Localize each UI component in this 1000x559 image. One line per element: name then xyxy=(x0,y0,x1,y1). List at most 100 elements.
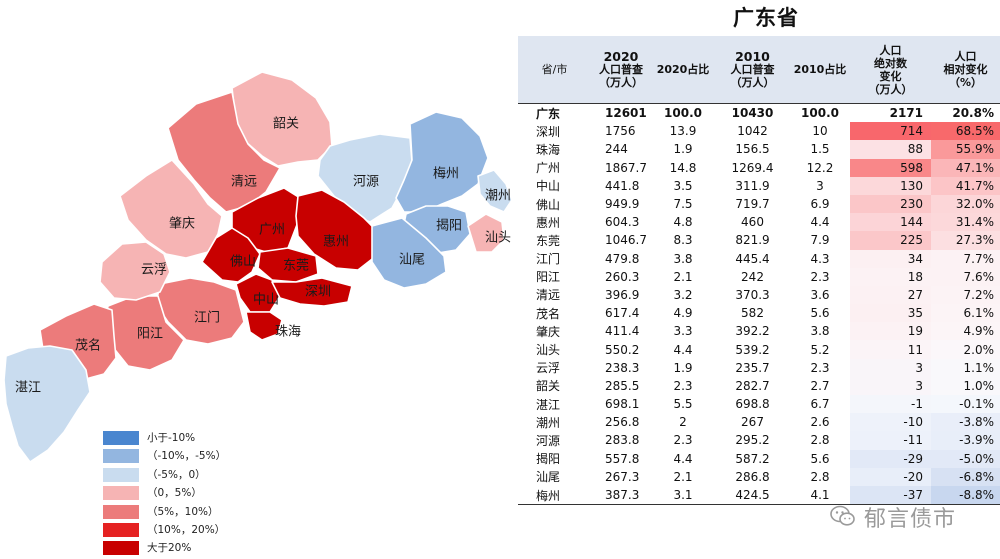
table-cell: 949.9 xyxy=(605,197,640,212)
legend-item: 大于20% xyxy=(103,540,263,558)
table-cell: 4.4 xyxy=(673,451,693,466)
region-label: 珠海 xyxy=(275,325,301,340)
region-label: 深圳 xyxy=(305,285,331,300)
table-row: 揭阳 557.8 4.4 587.2 5.6 -29 -5.0% xyxy=(518,449,1000,468)
table-row: 河源 283.8 2.3 295.2 2.8 -11 -3.9% xyxy=(518,431,1000,450)
table-row: 清远 396.9 3.2 370.3 3.6 27 7.2% xyxy=(518,285,1000,305)
table-cell: 295.2 xyxy=(735,433,770,448)
table-cell: 2.8 xyxy=(810,433,830,448)
legend-label: （0，5%） xyxy=(147,487,202,500)
region-label: 汕头 xyxy=(485,231,511,246)
region-label: 汕尾 xyxy=(399,253,425,268)
table-cell: 5.6 xyxy=(810,451,830,466)
table-cell: 392.2 xyxy=(735,324,770,339)
table-cell: 阳江 xyxy=(536,270,561,285)
table-cell: 13.9 xyxy=(669,124,697,139)
region-10 xyxy=(371,217,447,289)
table-cell: 311.9 xyxy=(735,178,770,193)
table-cell: 3.1 xyxy=(651,485,715,506)
region-label: 湛江 xyxy=(15,381,41,396)
table-cell: 441.8 xyxy=(605,178,640,193)
table-cell: 12.2 xyxy=(806,160,834,175)
legend-item: （-5%，0） xyxy=(103,467,263,485)
table-cell: 387.3 xyxy=(591,485,651,506)
table-cell: 582 xyxy=(741,306,764,321)
table-cell: 揭阳 xyxy=(536,452,561,467)
table-cell: 茂名 xyxy=(536,306,561,321)
table-row: 江门 479.8 3.8 445.4 4.3 34 7.7% xyxy=(518,249,1000,268)
region-14 xyxy=(271,277,353,307)
legend-item: （-10%，-5%） xyxy=(103,448,263,466)
table-cell: 424.5 xyxy=(715,485,790,506)
table-row: 潮州 256.8 2 267 2.6 -10 -3.8% xyxy=(518,413,1000,432)
table-cell: 235.7 xyxy=(735,360,770,375)
table-cell: 130 xyxy=(850,176,931,195)
table-cell: 27 xyxy=(850,285,931,305)
table-cell: 珠海 xyxy=(536,142,561,157)
table-cell: 1.0% xyxy=(931,376,1000,395)
region-12 xyxy=(257,247,319,283)
table-cell: 佛山 xyxy=(536,197,561,212)
watermark: 郁言债市 xyxy=(816,497,1000,537)
region-13 xyxy=(235,273,281,313)
table-cell: 31.4% xyxy=(931,213,1000,232)
table-row: 茂名 617.4 4.9 582 5.6 35 6.1% xyxy=(518,304,1000,323)
table-row: 梅州 387.3 3.1 424.5 4.1 -37 -8.8% xyxy=(518,485,1000,506)
table-cell: 1756 xyxy=(605,124,636,139)
table-cell: 云浮 xyxy=(536,361,561,376)
table-cell: 41.7% xyxy=(931,176,1000,195)
table-row: 深圳 1756 13.9 1042 10 714 68.5% xyxy=(518,122,1000,141)
legend-item: （0，5%） xyxy=(103,485,263,503)
table-row: 广东 12601 100.0 10430 100.0 2171 20.8% xyxy=(518,103,1000,123)
table-cell: 深圳 xyxy=(536,124,561,139)
table-cell: 34 xyxy=(850,249,931,268)
table-cell: 1.1% xyxy=(931,358,1000,377)
table-cell: 100.0 xyxy=(801,106,839,121)
table-cell: 潮州 xyxy=(536,415,561,430)
table-cell: 6.7 xyxy=(810,397,830,412)
table-cell: 230 xyxy=(850,194,931,214)
table-cell: 587.2 xyxy=(735,451,770,466)
table-title: 广东省 xyxy=(733,6,799,30)
table-cell: 411.4 xyxy=(605,324,640,339)
region-label: 河源 xyxy=(353,175,379,190)
table-cell: 10 xyxy=(812,124,828,139)
region-label: 云浮 xyxy=(141,263,167,278)
legend-label: （10%，20%） xyxy=(147,523,226,536)
legend-swatch xyxy=(103,431,139,445)
region-4 xyxy=(167,91,281,213)
table-cell: 2.3 xyxy=(673,378,693,393)
table-cell: 12601 xyxy=(605,106,647,121)
legend-label: （5%，10%） xyxy=(147,505,219,518)
table-row: 肇庆 411.4 3.3 392.2 3.8 19 4.9% xyxy=(518,322,1000,341)
table-cell: 肇庆 xyxy=(536,324,561,339)
region-label: 茂名 xyxy=(75,338,101,354)
table-cell: 267 xyxy=(741,415,764,430)
region-label: 江门 xyxy=(194,311,220,326)
table-cell: 2.1 xyxy=(673,469,693,484)
region-20 xyxy=(3,345,91,463)
table-cell: 100.0 xyxy=(664,106,702,121)
table-cell: 3.8 xyxy=(810,324,830,339)
table-cell: 2.0% xyxy=(931,340,1000,359)
table-cell: 260.3 xyxy=(605,269,640,284)
table-cell: 清远 xyxy=(536,288,561,303)
column-header: 人口 相对变化 （%） xyxy=(931,36,1000,104)
column-header: 2010 人口普查 （万人） xyxy=(715,36,790,104)
table-cell: 32.0% xyxy=(931,194,1000,214)
legend-item: （10%，20%） xyxy=(103,522,263,540)
table-cell: 5.5 xyxy=(673,397,693,412)
watermark-text: 郁言债市 xyxy=(864,507,957,532)
table-cell: 梅州 xyxy=(518,485,591,506)
table-row: 佛山 949.9 7.5 719.7 6.9 230 32.0% xyxy=(518,194,1000,214)
table-cell: -10 xyxy=(850,413,931,432)
table-cell: 3.5 xyxy=(673,178,693,193)
table-cell: 汕头 xyxy=(536,343,561,358)
table-cell: 286.8 xyxy=(735,469,770,484)
table-cell: 8.3 xyxy=(673,233,693,248)
table-cell: 河源 xyxy=(536,433,561,448)
table-row: 中山 441.8 3.5 311.9 3 130 41.7% xyxy=(518,176,1000,195)
table-cell: 韶关 xyxy=(536,379,561,394)
table-row: 云浮 238.3 1.9 235.7 2.3 3 1.1% xyxy=(518,358,1000,377)
